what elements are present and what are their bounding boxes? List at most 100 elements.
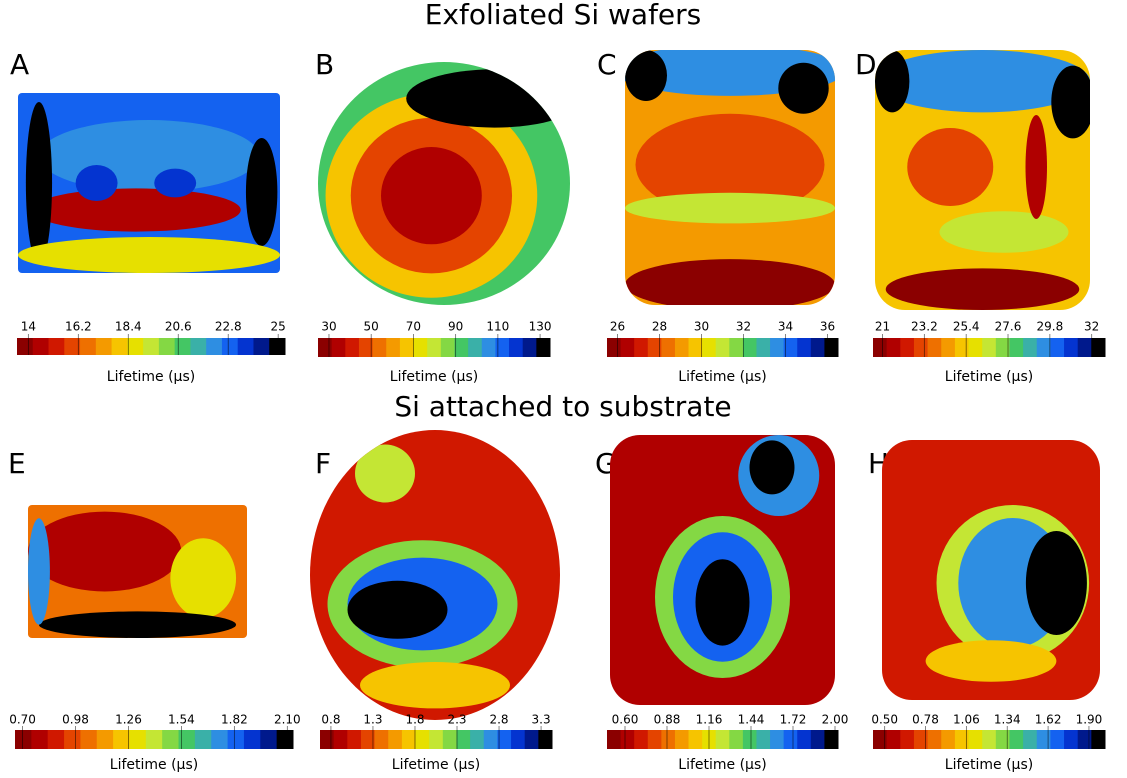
map-region	[28, 512, 181, 592]
colorbar-label: Lifetime (µs)	[390, 369, 478, 385]
colorbar-tick-label: 30	[321, 320, 336, 334]
colorbar-cell	[661, 338, 675, 357]
map-region	[28, 518, 50, 624]
map-region	[26, 102, 52, 264]
colorbar-tick-label: 0.50	[871, 713, 898, 727]
map	[875, 50, 1094, 310]
colorbar-cell	[675, 730, 689, 749]
colorbar-cell	[661, 730, 675, 749]
colorbar-tick-label: 0.8	[321, 713, 340, 727]
map	[610, 435, 835, 705]
section-title: Si attached to substrate	[394, 390, 731, 423]
colorbar-cell	[955, 338, 969, 357]
map-region	[170, 538, 236, 618]
colorbar-cell	[228, 730, 245, 749]
colorbar-cell	[969, 338, 983, 357]
colorbar-cell	[621, 730, 635, 749]
colorbar-cell	[716, 730, 730, 749]
colorbar-cell	[982, 730, 996, 749]
colorbar-cell	[49, 338, 65, 355]
colorbar-cell	[318, 338, 332, 357]
colorbar-cell	[607, 730, 621, 749]
map-region	[625, 193, 835, 224]
colorbar-cell	[941, 730, 955, 749]
colorbar-cell	[332, 338, 346, 357]
colorbar-tick-label: 2.3	[447, 713, 466, 727]
colorbar-cell	[162, 730, 179, 749]
colorbar-cell	[211, 730, 228, 749]
colorbar-cell	[955, 730, 969, 749]
map-region	[750, 440, 795, 494]
colorbar-cell	[536, 338, 550, 357]
colorbar-tick-label: 0.88	[654, 713, 681, 727]
colorbar-tick-label: 26	[610, 320, 625, 334]
colorbar-cell	[1009, 338, 1023, 357]
colorbar-cell	[468, 338, 482, 357]
colorbar-tick-label: 14	[21, 320, 36, 334]
colorbar-cell	[238, 338, 254, 355]
colorbar-cell	[824, 730, 838, 749]
colorbar-tick-label: 1.82	[221, 713, 248, 727]
colorbar-cell	[400, 338, 414, 357]
colorbar-tick-label: 3.3	[532, 713, 551, 727]
colorbar-cell	[621, 338, 635, 357]
colorbar-cell	[484, 730, 498, 749]
map-region	[940, 211, 1069, 253]
colorbar-cell	[523, 338, 537, 357]
colorbar-tick-label: 1.54	[168, 713, 195, 727]
colorbar-cell	[190, 338, 206, 355]
map-region	[76, 165, 118, 201]
colorbar-cell	[509, 338, 523, 357]
colorbar-cell	[928, 730, 942, 749]
colorbar-tick-label: 130	[529, 320, 552, 334]
colorbar-tick-label: 34	[778, 320, 793, 334]
map	[615, 45, 846, 310]
colorbar-cell	[244, 730, 261, 749]
colorbar-cell	[811, 730, 825, 749]
map-region	[39, 611, 236, 638]
colorbar-cell	[386, 338, 400, 357]
colorbar-cell	[113, 730, 130, 749]
colorbar-cell	[31, 730, 48, 749]
colorbar-tick-label: 21	[875, 320, 890, 334]
colorbar-cell	[427, 338, 441, 357]
colorbar-cell	[756, 338, 770, 357]
colorbar-cell	[454, 338, 468, 357]
colorbar-cell	[1078, 730, 1092, 749]
colorbar-cell	[1037, 730, 1051, 749]
colorbar-cell	[914, 730, 928, 749]
colorbar-tick-label: 25.4	[953, 320, 980, 334]
colorbar-cell	[269, 338, 285, 355]
colorbar-cell	[195, 730, 212, 749]
colorbar-cell	[914, 338, 928, 357]
colorbar-cell	[634, 338, 648, 357]
colorbar-tick-label: 1.90	[1076, 713, 1103, 727]
colorbar-cell	[982, 338, 996, 357]
map-region	[246, 138, 277, 246]
colorbar-cell	[143, 338, 159, 355]
colorbar-cell	[48, 730, 65, 749]
colorbar-label: Lifetime (µs)	[110, 757, 198, 773]
colorbar-cell	[1023, 338, 1037, 357]
colorbar-tick-label: 29.8	[1036, 320, 1063, 334]
colorbar-cell	[969, 730, 983, 749]
colorbar-cell	[1064, 338, 1078, 357]
colorbar-cell	[756, 730, 770, 749]
colorbar-tick-label: 70	[406, 320, 421, 334]
panel-letter: A	[10, 48, 29, 81]
colorbar-cell	[414, 338, 428, 357]
colorbar-tick-label: 2.10	[274, 713, 301, 727]
colorbar-tick-label: 1.8	[405, 713, 424, 727]
colorbar-tick-label: 50	[364, 320, 379, 334]
colorbar-tick-label: 1.06	[953, 713, 980, 727]
colorbar-cell	[634, 730, 648, 749]
colorbar-cell	[1091, 730, 1105, 749]
colorbar-cell	[1023, 730, 1037, 749]
map-region	[406, 69, 582, 127]
colorbar-cell	[80, 730, 97, 749]
map-region	[39, 120, 259, 192]
colorbar-cell	[416, 730, 430, 749]
figure: Exfoliated Si wafers Si attached to subs…	[0, 0, 1127, 778]
colorbar-cell	[1078, 338, 1092, 357]
colorbar-cell	[689, 338, 703, 357]
